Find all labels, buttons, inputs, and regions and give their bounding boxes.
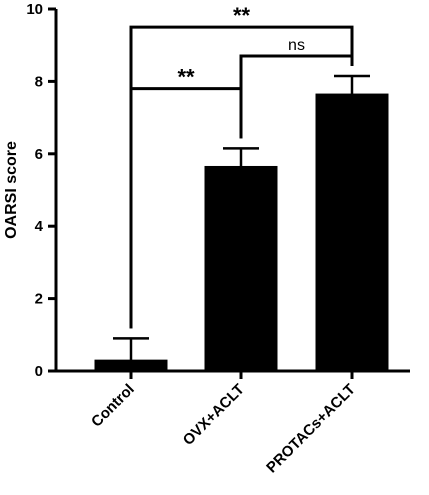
x-tick-label: PROTACs+ACLT (263, 381, 359, 477)
significance-label: ** (177, 65, 195, 90)
significance-label: ns (288, 37, 305, 54)
bar (94, 359, 168, 372)
y-tick-label: 4 (35, 218, 44, 235)
y-tick-label: 8 (35, 73, 43, 90)
y-tick-label: 2 (35, 291, 43, 308)
y-tick-label: 10 (26, 1, 43, 18)
bar (315, 93, 389, 372)
y-tick-label: 6 (35, 146, 43, 163)
significance-brackets: ** ns ** (129, 3, 354, 329)
significance-label: ** (233, 3, 251, 28)
y-tick-label: 0 (35, 363, 43, 380)
bars (94, 93, 389, 372)
y-axis: 0 2 4 6 8 10 (26, 1, 58, 380)
x-tick-label: Control (88, 381, 138, 431)
significance-bracket (129, 25, 354, 329)
y-axis-title: OARSI score (3, 141, 20, 239)
error-bars (113, 74, 370, 361)
x-tick-label: OVX+ACLT (180, 381, 248, 449)
bar (204, 165, 278, 372)
x-axis: Control OVX+ACLT PROTACs+ACLT (54, 369, 410, 477)
